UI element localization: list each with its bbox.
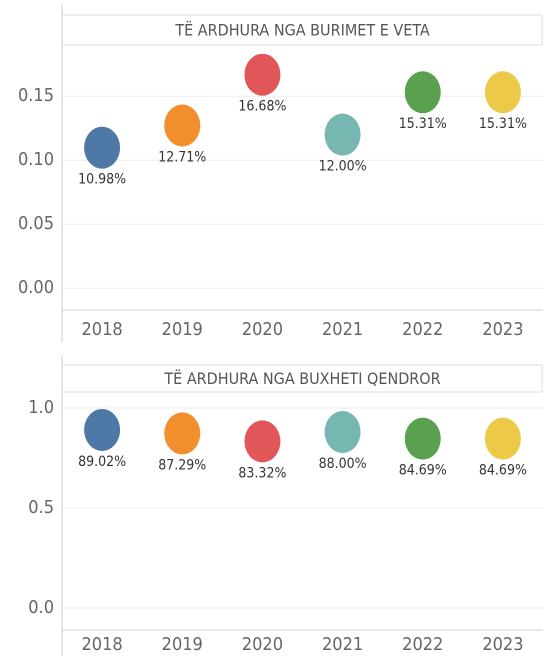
dot (84, 126, 121, 169)
title-box (61, 14, 543, 46)
value-label: 10.98% (78, 172, 126, 188)
y-tick-label: 0.5 (28, 497, 54, 518)
value-label: 12.00% (319, 159, 367, 175)
dot (244, 420, 281, 463)
dot (84, 408, 121, 451)
x-tick-label: 2021 (322, 319, 363, 340)
x-tick-label: 2020 (242, 634, 283, 655)
dot (164, 104, 201, 147)
dot (484, 71, 521, 114)
value-label: 15.31% (399, 116, 447, 132)
y-tick-label: 0.10 (18, 149, 54, 170)
x-tick-label: 2019 (162, 319, 203, 340)
y-tick-label: 0.15 (18, 85, 54, 106)
dot (484, 417, 521, 460)
value-label: 87.29% (158, 457, 206, 473)
y-tick-label: 0.05 (18, 213, 54, 234)
dot (164, 412, 201, 455)
x-tick-label: 2023 (482, 319, 523, 340)
y-tick-label: 0.0 (28, 597, 54, 618)
value-label: 12.71% (158, 150, 206, 166)
value-label: 16.68% (238, 99, 286, 115)
value-label: 89.02% (78, 454, 126, 470)
value-label: 88.00% (319, 456, 367, 472)
value-label: 84.69% (399, 463, 447, 479)
y-tick-label: 1.0 (28, 397, 54, 418)
x-tick-label: 2018 (81, 634, 122, 655)
chart-title: TË ARDHURA NGA BURIMET E VETA (174, 21, 430, 40)
x-tick-label: 2018 (81, 319, 122, 340)
value-label: 84.69% (479, 463, 527, 479)
x-tick-label: 2019 (162, 634, 203, 655)
x-tick-label: 2021 (322, 634, 363, 655)
x-tick-label: 2022 (402, 319, 443, 340)
value-label: 15.31% (479, 116, 527, 132)
value-label: 83.32% (238, 465, 286, 481)
dot (324, 113, 361, 156)
dot (404, 417, 441, 460)
dot (324, 411, 361, 453)
x-tick-label: 2023 (482, 634, 523, 655)
x-tick-label: 2020 (242, 319, 283, 340)
x-tick-label: 2022 (402, 634, 443, 655)
dot (404, 71, 441, 114)
chart-title: TË ARDHURA NGA BUXHETI QENDROR (163, 369, 440, 388)
y-tick-label: 0.00 (18, 277, 54, 298)
dot (244, 53, 281, 96)
